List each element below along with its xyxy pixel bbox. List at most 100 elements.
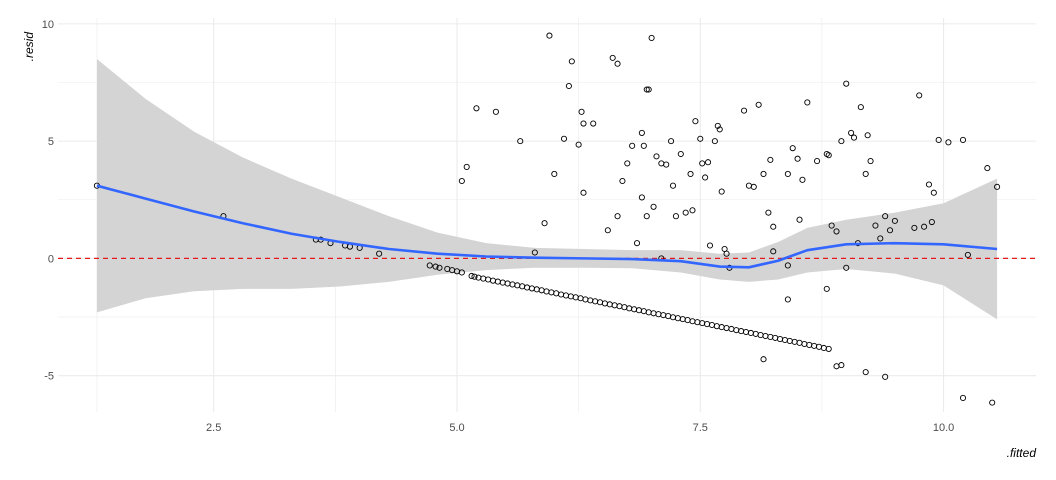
residual-point <box>635 307 643 314</box>
residual-point <box>553 290 560 297</box>
residual-point <box>699 160 706 167</box>
residual-point <box>592 298 599 305</box>
residual-point <box>519 283 526 290</box>
residual-point <box>838 362 845 369</box>
residual-point <box>619 177 626 185</box>
y-tick-label: 10 <box>42 19 54 31</box>
residual-point <box>629 142 636 149</box>
residual-point <box>640 308 647 315</box>
residual-point <box>638 129 645 136</box>
confidence-band <box>96 59 998 320</box>
residual-point <box>580 120 587 127</box>
residual-point <box>704 321 711 328</box>
residual-point <box>631 306 638 313</box>
residual-point <box>770 223 777 230</box>
residual-point <box>882 373 889 380</box>
residual-point <box>935 136 942 144</box>
residual-point <box>473 105 480 112</box>
residual-point <box>928 218 935 226</box>
residual-point <box>611 302 618 309</box>
residual-point <box>872 222 879 229</box>
residual-point <box>784 262 791 269</box>
residual-point <box>538 287 545 294</box>
residual-point <box>677 150 684 158</box>
residual-point <box>864 132 871 139</box>
residual-point <box>767 333 774 341</box>
x-axis-title: .fitted <box>1007 446 1037 460</box>
residual-point <box>886 227 894 234</box>
residual-point <box>541 220 548 227</box>
residual-point <box>672 213 679 220</box>
residual-point <box>480 275 487 282</box>
residual-point <box>565 82 572 90</box>
residual-point <box>825 345 832 352</box>
residual-point <box>684 317 691 324</box>
residual-point <box>567 293 574 300</box>
residual-point <box>742 328 750 336</box>
residual-point <box>811 342 818 349</box>
residual-point <box>762 332 769 340</box>
residual-point <box>723 324 730 332</box>
residual-point <box>697 135 704 142</box>
residual-point <box>716 126 723 133</box>
residual-point <box>643 86 650 93</box>
residual-point <box>606 301 613 308</box>
residual-point <box>624 160 631 167</box>
residual-point <box>921 223 928 230</box>
residual-point <box>755 101 762 108</box>
residual-point <box>770 248 777 255</box>
residual-point <box>862 369 869 376</box>
residual-point <box>959 136 967 144</box>
residual-point <box>531 249 538 256</box>
residual-point <box>916 92 923 99</box>
residual-point <box>747 329 754 337</box>
residual-point <box>760 170 767 178</box>
axis-ticks: 2.5 5.0 7.5 10.0 -5 0 5 10 <box>42 19 955 434</box>
residual-point <box>891 217 898 224</box>
smooth-line <box>96 184 998 269</box>
residual-point <box>799 176 806 183</box>
residual-point <box>621 304 628 311</box>
residual-point <box>791 338 798 345</box>
residual-point <box>713 323 720 330</box>
y-tick-label: 0 <box>48 253 54 265</box>
residual-point <box>706 242 714 249</box>
x-tick-label: 7.5 <box>693 422 708 434</box>
residual-point <box>494 278 501 285</box>
residual-point <box>580 189 587 196</box>
residual-point <box>640 142 647 149</box>
residual-point <box>638 194 645 201</box>
residual-point <box>471 273 478 280</box>
residual-point <box>463 163 470 170</box>
residual-point <box>718 188 725 195</box>
residual-point <box>989 399 996 406</box>
residual-point <box>436 264 443 271</box>
residual-point <box>543 288 550 295</box>
residual-point <box>614 213 621 220</box>
residual-point <box>867 158 874 165</box>
residual-point <box>757 332 764 339</box>
residual-point <box>789 145 796 152</box>
residual-point <box>558 291 565 298</box>
residual-point <box>590 120 597 127</box>
residual-point <box>626 305 633 312</box>
residual-point <box>777 336 784 343</box>
residual-point <box>665 313 672 320</box>
residual-point <box>728 325 735 333</box>
residual-point <box>504 280 511 287</box>
residual-point <box>786 337 793 344</box>
residual-point <box>738 328 745 335</box>
residual-point <box>781 336 788 344</box>
residual-point <box>694 319 701 326</box>
residual-point <box>653 153 660 160</box>
residual-point <box>426 262 433 269</box>
residual-point <box>945 139 952 146</box>
residual-point <box>959 394 967 401</box>
residual-point <box>767 156 774 163</box>
residual-point <box>723 250 730 257</box>
residual-point <box>551 170 558 178</box>
residual-point <box>784 170 791 178</box>
residual-point <box>633 240 641 247</box>
y-tick-label: 5 <box>48 136 54 148</box>
